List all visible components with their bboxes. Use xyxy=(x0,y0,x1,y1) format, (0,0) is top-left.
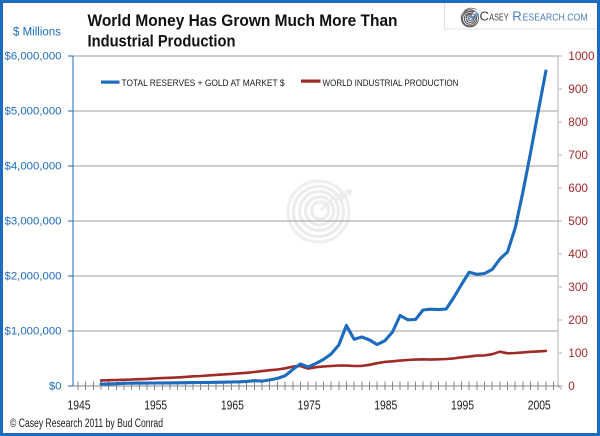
svg-text:800: 800 xyxy=(568,115,588,129)
svg-text:ESEARCH.COM: ESEARCH.COM xyxy=(523,13,588,24)
svg-text:TOTAL RESERVES + GOLD AT MARKE: TOTAL RESERVES + GOLD AT MARKET $ xyxy=(122,78,286,89)
svg-text:0: 0 xyxy=(568,379,575,393)
svg-text:R: R xyxy=(512,9,522,24)
svg-text:400: 400 xyxy=(568,247,588,261)
svg-text:ASEY: ASEY xyxy=(489,13,508,24)
svg-text:500: 500 xyxy=(568,214,588,228)
svg-text:700: 700 xyxy=(568,148,588,162)
svg-text:2005: 2005 xyxy=(528,399,551,413)
svg-text:900: 900 xyxy=(568,82,588,96)
svg-text:C: C xyxy=(480,9,490,24)
svg-text:1000: 1000 xyxy=(568,49,595,63)
svg-text:$0: $0 xyxy=(49,381,62,393)
svg-text:1965: 1965 xyxy=(221,399,244,413)
svg-text:$6,000,000: $6,000,000 xyxy=(4,51,61,63)
svg-text:WORLD INDUSTRIAL PRODUCTION: WORLD INDUSTRIAL PRODUCTION xyxy=(323,78,459,89)
svg-text:1955: 1955 xyxy=(144,399,167,413)
svg-text:Industrial Production: Industrial Production xyxy=(88,33,236,51)
svg-text:© Casey Research 2011 by Bud C: © Casey Research 2011 by Bud Conrad xyxy=(10,418,163,430)
svg-text:$5,000,000: $5,000,000 xyxy=(4,106,61,118)
svg-text:1975: 1975 xyxy=(298,399,321,413)
svg-text:World Money Has Grown Much Mor: World Money Has Grown Much More Than xyxy=(88,12,398,30)
svg-text:100: 100 xyxy=(568,346,588,360)
svg-text:1945: 1945 xyxy=(68,399,91,413)
svg-text:$ Millions: $ Millions xyxy=(13,27,61,39)
svg-text:600: 600 xyxy=(568,181,588,195)
svg-text:$1,000,000: $1,000,000 xyxy=(4,326,61,338)
svg-text:200: 200 xyxy=(568,313,588,327)
svg-text:$2,000,000: $2,000,000 xyxy=(4,271,61,283)
svg-text:1985: 1985 xyxy=(374,399,397,413)
svg-text:$4,000,000: $4,000,000 xyxy=(4,161,61,173)
svg-text:1995: 1995 xyxy=(451,399,474,413)
svg-text:$3,000,000: $3,000,000 xyxy=(4,216,61,228)
svg-text:300: 300 xyxy=(568,280,588,294)
